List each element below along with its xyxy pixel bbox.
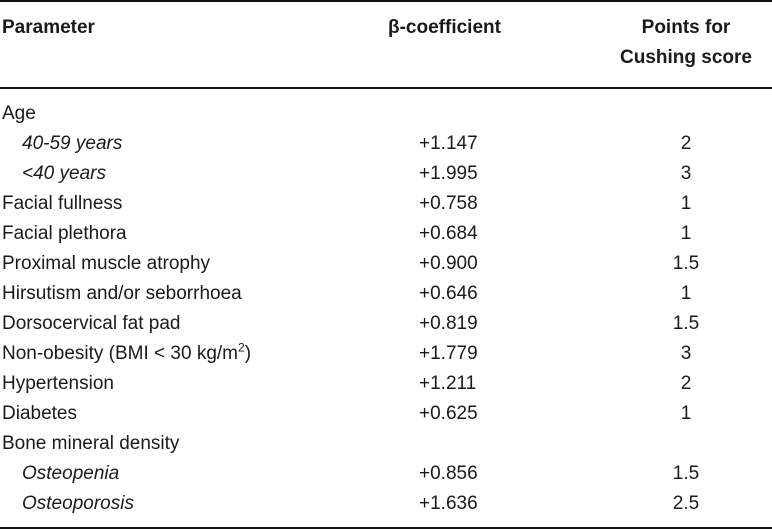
cell-beta-coefficient: +1.779 — [419, 343, 478, 364]
cell-points: 2 — [680, 373, 692, 394]
bottom-rule — [0, 527, 772, 529]
cell-points: 1 — [680, 223, 692, 244]
cell-parameter: <40 years — [22, 163, 106, 184]
header-parameter: Parameter — [2, 17, 95, 38]
cell-points: 1.5 — [672, 313, 700, 334]
header-points-line2: Cushing score — [620, 47, 752, 68]
cell-points: 1 — [680, 403, 692, 424]
cell-beta-coefficient: +1.995 — [419, 163, 478, 184]
cell-parameter: Dorsocervical fat pad — [2, 313, 181, 334]
cell-parameter: Hypertension — [2, 373, 114, 394]
table-row: Dorsocervical fat pad +0.819 1.5 — [0, 309, 772, 339]
cell-parameter: Age — [2, 103, 36, 124]
cell-beta-coefficient: +1.147 — [419, 133, 478, 154]
cell-points: 3 — [680, 343, 692, 364]
table-row: Non-obesity (BMI < 30 kg/m2) +1.779 3 — [0, 339, 772, 369]
cell-parameter: Osteopenia — [22, 463, 120, 484]
cell-points: 2 — [680, 133, 692, 154]
table-row: Proximal muscle atrophy +0.900 1.5 — [0, 249, 772, 279]
table-row: Osteoporosis +1.636 2.5 — [0, 489, 772, 519]
cell-beta-coefficient: +1.636 — [419, 493, 478, 514]
cell-points: 2.5 — [672, 493, 700, 514]
cell-points: 1 — [680, 283, 692, 304]
table-row: 40-59 years +1.147 2 — [0, 129, 772, 159]
cell-beta-coefficient: +0.625 — [419, 403, 478, 424]
table-row: Diabetes +0.625 1 — [0, 399, 772, 429]
table-row: Bone mineral density — [0, 429, 772, 459]
cell-parameter: Facial plethora — [2, 223, 127, 244]
table-row: Hirsutism and/or seborrhoea +0.646 1 — [0, 279, 772, 309]
cell-points: 3 — [680, 163, 692, 184]
table-row: Hypertension +1.211 2 — [0, 369, 772, 399]
cell-parameter: 40-59 years — [22, 133, 123, 154]
cell-parameter: Non-obesity (BMI < 30 kg/m2) — [2, 340, 252, 364]
cell-parameter: Facial fullness — [2, 193, 123, 214]
cell-beta-coefficient: +0.684 — [419, 223, 478, 244]
cell-beta-coefficient: +0.856 — [419, 463, 478, 484]
cell-beta-coefficient: +0.900 — [419, 253, 478, 274]
cell-beta-coefficient: +0.758 — [419, 193, 478, 214]
header-rule — [0, 87, 772, 89]
cell-beta-coefficient: +1.211 — [419, 373, 477, 394]
cell-beta-coefficient: +0.646 — [419, 283, 478, 304]
table-row: Facial fullness +0.758 1 — [0, 189, 772, 219]
header-points: Points for Cushing score — [600, 13, 772, 73]
header-beta-coefficient: β-coefficient — [388, 17, 501, 38]
top-rule — [0, 0, 772, 2]
cell-parameter: Hirsutism and/or seborrhoea — [2, 283, 242, 304]
cell-parameter: Diabetes — [2, 403, 77, 424]
cell-parameter: Osteoporosis — [22, 493, 134, 514]
cell-points: 1.5 — [672, 463, 700, 484]
table-row: <40 years +1.995 3 — [0, 159, 772, 189]
cell-points: 1.5 — [672, 253, 700, 274]
cell-beta-coefficient: +0.819 — [419, 313, 478, 334]
table-row: Age — [0, 99, 772, 129]
cell-points: 1 — [680, 193, 692, 214]
table-row: Facial plethora +0.684 1 — [0, 219, 772, 249]
table-row: Osteopenia +0.856 1.5 — [0, 459, 772, 489]
header-points-line1: Points for — [641, 17, 731, 38]
cell-parameter: Bone mineral density — [2, 433, 180, 454]
cell-parameter: Proximal muscle atrophy — [2, 253, 211, 274]
